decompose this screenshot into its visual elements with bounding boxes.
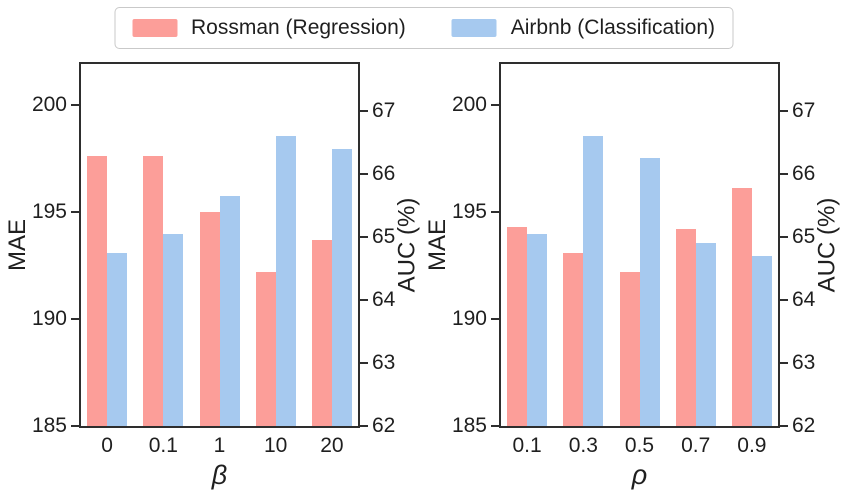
y-tick-label: 63: [792, 351, 816, 375]
x-axis-label-rho: ρ: [631, 460, 648, 490]
y-tick-mark: [360, 425, 368, 427]
y-tick-label: 200: [31, 92, 67, 116]
legend-item-airbnb: Airbnb (Classification): [451, 16, 715, 40]
airbnb-bar: [331, 149, 352, 426]
y-tick-label: 65: [792, 225, 816, 249]
airbnb-bar: [107, 252, 128, 426]
x-tick-label: 0: [101, 434, 113, 457]
airbnb-bar: [219, 196, 240, 426]
airbnb-bar: [275, 136, 296, 426]
rossman-bar: [731, 188, 752, 426]
y-tick-label: 185: [31, 414, 67, 437]
y-tick-mark: [360, 110, 368, 113]
y-tick-mark: [780, 299, 788, 302]
rossman-bar: [507, 226, 528, 426]
y-tick-mark: [360, 362, 368, 365]
x-tick-label: 0.7: [681, 434, 711, 457]
rossman-bar: [87, 156, 108, 426]
rossman-bar: [311, 239, 332, 426]
y-tick-label: 62: [372, 414, 396, 437]
y-tick-label: 67: [372, 99, 396, 123]
rossman-bar: [619, 271, 640, 426]
x-tick-label: 0.3: [568, 434, 598, 457]
subplot-beta: MAE AUC (%) β 185 190 195 200 62 63 64 65 66 67 0 0…: [4, 62, 421, 490]
y-tick-mark: [71, 317, 79, 320]
airbnb-bar: [695, 243, 716, 426]
y-tick-label: 64: [372, 288, 396, 312]
y-tick-label: 190: [31, 306, 67, 330]
y-tick-mark: [491, 103, 499, 106]
y-tick-label: 185: [451, 414, 487, 437]
y-tick-label: 66: [792, 162, 816, 186]
y-tick-label: 63: [372, 351, 396, 375]
y-tick-label: 190: [451, 306, 487, 330]
airbnb-bar: [751, 256, 772, 426]
y-axis-label-auc: AUC (%): [814, 197, 841, 293]
y-tick-mark: [71, 425, 79, 427]
y-tick-mark: [360, 173, 368, 176]
y-tick-mark: [780, 425, 788, 427]
x-tick-label: 0.5: [624, 434, 655, 457]
y-tick-label: 195: [31, 199, 67, 223]
legend-label-rossman: Rossman (Regression): [191, 16, 406, 39]
y-axis-label-mae: MAE: [424, 218, 451, 272]
x-tick-label: 0.9: [737, 434, 767, 457]
y-tick-mark: [491, 210, 499, 213]
subplot-rho: MAE AUC (%) ρ 185 190 195 200 62 63 64 65 66 67 0.…: [424, 62, 841, 490]
y-tick-mark: [491, 317, 499, 320]
y-tick-mark: [780, 110, 788, 113]
y-tick-label: 195: [451, 199, 487, 223]
x-tick-label: 20: [320, 434, 344, 457]
plot-area-rho: [499, 62, 780, 428]
x-tick-label: 0.1: [148, 434, 178, 457]
y-axis-label-auc: AUC (%): [394, 197, 421, 293]
rossman-bar: [199, 211, 220, 426]
airbnb-color-swatch: [451, 19, 497, 37]
y-tick-mark: [780, 173, 788, 176]
y-tick-label: 200: [451, 92, 487, 116]
y-tick-label: 66: [372, 162, 396, 186]
y-tick-label: 65: [372, 225, 396, 249]
legend-label-airbnb: Airbnb (Classification): [510, 16, 715, 39]
legend-item-rossman: Rossman (Regression): [132, 16, 406, 40]
plot-area-beta: [79, 62, 360, 428]
airbnb-bar: [583, 136, 604, 426]
y-tick-mark: [360, 299, 368, 302]
y-tick-label: 67: [792, 99, 816, 123]
rossman-bar: [255, 271, 276, 426]
x-tick-label: 0.1: [512, 434, 542, 457]
y-tick-mark: [71, 103, 79, 106]
airbnb-bar: [639, 158, 660, 426]
x-tick-label: 1: [213, 434, 226, 457]
legend: Rossman (Regression) Airbnb (Classificat…: [114, 7, 733, 49]
y-tick-mark: [780, 362, 788, 365]
y-tick-mark: [360, 236, 368, 239]
y-tick-label: 62: [792, 414, 816, 437]
airbnb-bar: [527, 233, 548, 426]
y-tick-label: 64: [792, 288, 816, 312]
y-tick-mark: [491, 425, 499, 427]
x-tick-label: 10: [264, 434, 288, 457]
rossman-bar: [143, 156, 164, 426]
y-tick-mark: [71, 210, 79, 213]
rossman-color-swatch: [132, 19, 177, 37]
rossman-bar: [675, 228, 696, 426]
rossman-bar: [563, 252, 584, 426]
y-axis-label-mae: MAE: [4, 218, 31, 272]
y-tick-mark: [780, 236, 788, 239]
x-axis-label-beta: β: [211, 460, 228, 490]
airbnb-bar: [163, 233, 184, 426]
